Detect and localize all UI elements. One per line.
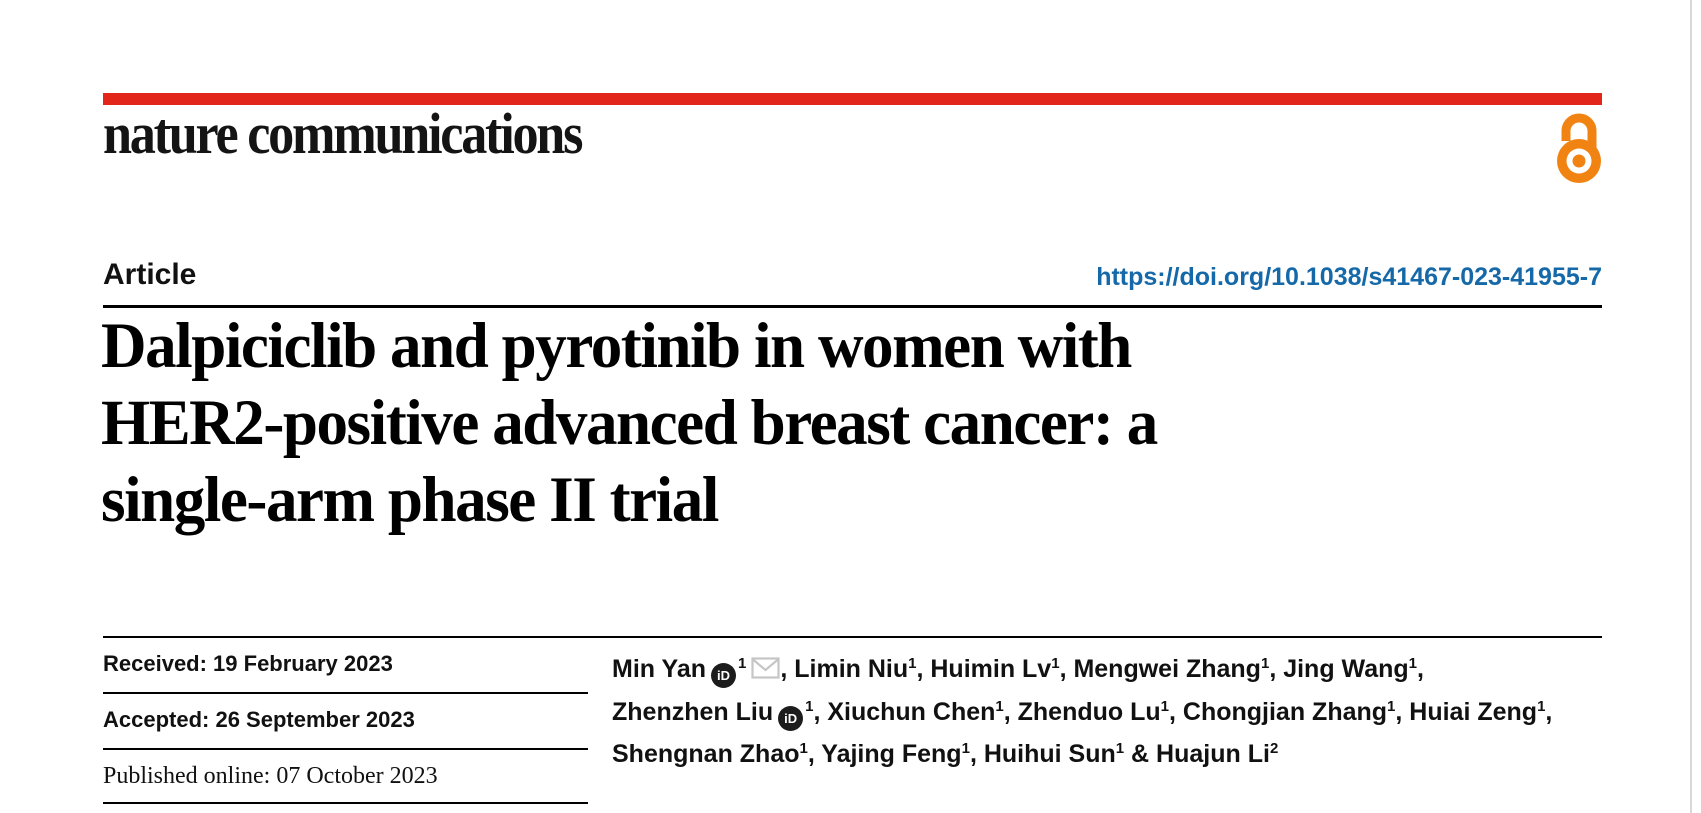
header-divider-rule: [103, 305, 1602, 308]
dates-divider-3: [103, 802, 588, 804]
author-name-text: Zhenzhen Liu: [612, 698, 774, 726]
author-name-text: , Huihui Sun: [969, 740, 1116, 768]
affiliation-superscript: 1: [1160, 698, 1170, 715]
metadata-top-rule: [103, 636, 1602, 638]
received-date: Received: 19 February 2023: [103, 651, 393, 676]
author-name-text: , Chongjian Zhang: [1169, 698, 1388, 726]
affiliation-superscript: 1: [1115, 740, 1125, 757]
affiliation-superscript: 1: [1260, 655, 1270, 672]
author-list: Min Yan iD1, Limin Niu1, Huimin Lv1, Meng…: [612, 646, 1612, 772]
author-name-text: , Zhenduo Lu: [1003, 698, 1161, 726]
author-name-text: & Huajun Li: [1124, 740, 1270, 768]
affiliation-superscript: 1: [1408, 655, 1417, 672]
affiliation-superscript: 1: [995, 698, 1004, 715]
dates-divider-1: [103, 692, 588, 694]
open-access-icon: [1556, 110, 1602, 189]
journal-logo: nature communications: [103, 101, 583, 166]
author-name-text: , Yajing Feng: [807, 740, 962, 768]
author-line: Min Yan iD1, Limin Niu1, Huimin Lv1, Meng…: [612, 646, 1612, 689]
affiliation-superscript: 1: [805, 698, 814, 715]
paper-title-line-2: HER2-positive advanced breast cancer: a: [101, 387, 1158, 459]
author-line: Shengnan Zhao1, Yajing Feng1, Huihui Sun…: [612, 731, 1612, 772]
author-name-text: Min Yan: [612, 655, 707, 683]
author-line: Zhenzhen Liu iD1, Xiuchun Chen1, Zhenduo …: [612, 689, 1612, 731]
dates-divider-2: [103, 748, 588, 750]
accepted-date: Accepted: 26 September 2023: [103, 707, 415, 732]
email-envelope-icon[interactable]: [751, 653, 780, 689]
paper-title-line-1: Dalpiciclib and pyrotinib in women with: [101, 310, 1132, 382]
affiliation-superscript: 2: [1269, 740, 1279, 757]
article-type-label: Article: [103, 258, 197, 291]
affiliation-superscript: 1: [799, 740, 808, 757]
paper-title: Dalpiciclib and pyrotinib in women with …: [101, 308, 1158, 539]
affiliation-superscript: 1: [1387, 698, 1396, 715]
page-right-edge: [1690, 0, 1692, 813]
affiliation-superscript: 1: [908, 655, 917, 672]
orcid-icon[interactable]: iD: [778, 706, 804, 731]
author-name-text: , Xiuchun Chen: [813, 698, 996, 726]
author-name-text: , Huiai Zeng: [1395, 698, 1538, 726]
author-name-text: ,: [1545, 698, 1553, 726]
author-name-text: , Huimin Lv: [916, 655, 1052, 683]
paper-title-line-3: single-arm phase II trial: [101, 464, 719, 536]
author-name-text: ,: [1417, 655, 1424, 683]
affiliation-superscript: 1: [738, 655, 747, 672]
published-date: Published online: 07 October 2023: [103, 763, 438, 789]
brand-red-bar: [103, 93, 1602, 105]
author-name-text: , Jing Wang: [1269, 655, 1409, 683]
affiliation-superscript: 1: [1051, 655, 1060, 672]
author-name-text: , Mengwei Zhang: [1059, 655, 1261, 683]
doi-link[interactable]: https://doi.org/10.1038/s41467-023-41955…: [1096, 263, 1602, 291]
affiliation-superscript: 1: [961, 740, 970, 757]
author-name-text: , Limin Niu: [780, 655, 909, 683]
orcid-icon[interactable]: iD: [711, 663, 737, 688]
affiliation-superscript: 1: [1537, 698, 1546, 715]
author-name-text: Shengnan Zhao: [612, 740, 800, 768]
